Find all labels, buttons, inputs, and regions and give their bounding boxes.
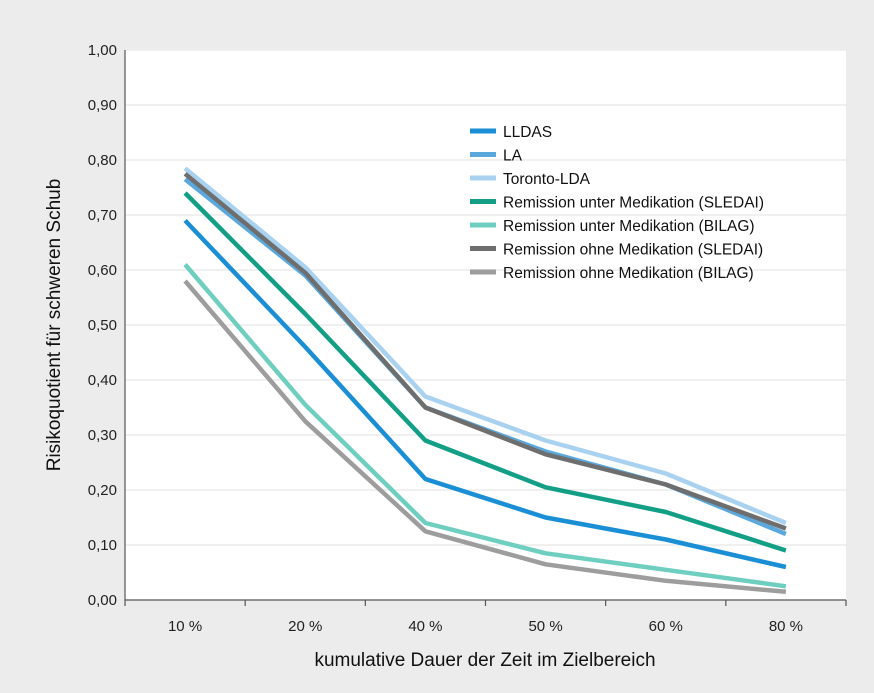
legend-entry: Remission ohne Medikation (SLEDAI) [503, 242, 763, 259]
y-tick-label: 0,30 [88, 427, 117, 444]
series-line-3 [183, 191, 787, 553]
y-tick-label: 1,00 [88, 42, 117, 59]
x-tick-label: 40 % [408, 618, 442, 635]
series-line-0 [183, 218, 787, 570]
legend-entry: Remission unter Medikation (BILAG) [503, 218, 755, 235]
axes [124, 50, 847, 606]
series-line-6 [183, 279, 787, 595]
y-tick-label: 0,50 [88, 317, 117, 334]
series-line-2 [183, 166, 787, 526]
x-tick-label: 20 % [288, 618, 322, 635]
x-tick-label: 10 % [168, 618, 202, 635]
x-tick-label: 50 % [528, 618, 562, 635]
y-tick-label: 0,60 [88, 262, 117, 279]
y-tick-label: 0,80 [88, 152, 117, 169]
series-lines [183, 166, 787, 595]
legend-entry: Toronto-LDA [503, 171, 591, 188]
x-axis-label: kumulative Dauer der Zeit im Zielbereich [314, 650, 655, 671]
y-tick-label: 0,70 [88, 207, 117, 224]
y-tick-label: 0,00 [88, 592, 117, 609]
legend-entry: LLDAS [503, 124, 552, 141]
y-axis-label: Risikoquotient für schweren Schub [44, 179, 65, 472]
legend-entry: Remission unter Medikation (SLEDAI) [503, 195, 764, 212]
x-tick-labels: 10 % 20 % 40 % 50 % 60 % 80 % [168, 618, 803, 635]
series-line-5 [183, 172, 787, 531]
x-tick-label: 60 % [649, 618, 683, 635]
legend-entry: Remission ohne Medikation (BILAG) [503, 265, 754, 282]
y-tick-label: 0,40 [88, 372, 117, 389]
gridlines [125, 49, 846, 546]
y-tick-label: 0,10 [88, 537, 117, 554]
x-tick-label: 80 % [769, 618, 803, 635]
y-tick-label: 0,20 [88, 482, 117, 499]
series-line-4 [183, 263, 787, 589]
legend: LLDAS LA Toronto-LDA Remission unter Medika… [470, 124, 764, 282]
y-tick-labels: 0,00 0,10 0,20 0,30 0,40 0,50 0,60 0,70 0,80 0,90… [88, 42, 117, 609]
legend-entry: LA [503, 148, 523, 165]
y-tick-label: 0,90 [88, 97, 117, 114]
